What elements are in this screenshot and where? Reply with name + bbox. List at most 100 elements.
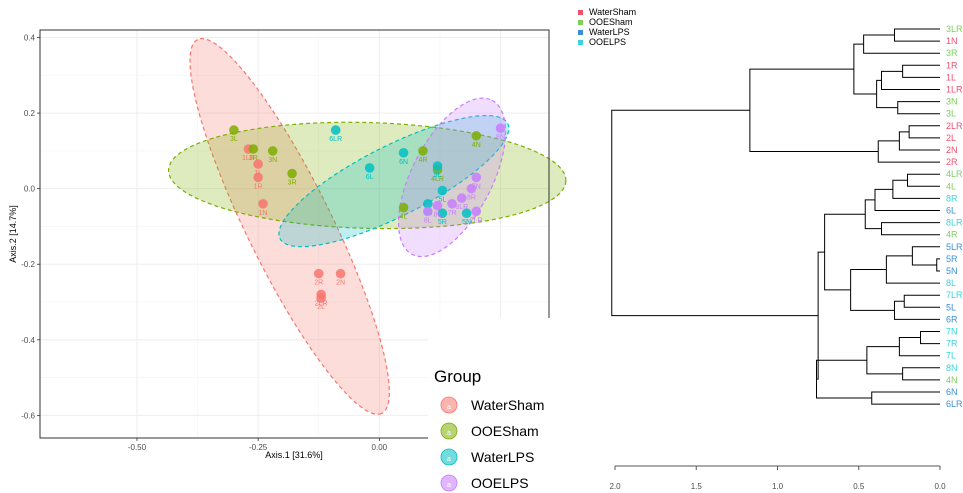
dendrogram-branch <box>892 179 940 199</box>
point-ooesham <box>418 146 428 156</box>
dendrogram-x-ticks: 2.0 1.5 1.0 0.5 0.0 <box>609 466 946 491</box>
leaf-label: 4L <box>946 181 956 191</box>
legend-key-glyph: a <box>447 482 451 489</box>
point-watersham <box>258 198 268 209</box>
point-ooelps <box>456 193 467 203</box>
point-label: 8LR <box>455 204 468 211</box>
leaf-label: 5LR <box>946 242 963 252</box>
y-axis-title: Axis.2 [14.7%] <box>8 205 18 263</box>
point-waterlps <box>423 198 433 209</box>
legend-key-glyph: a <box>447 430 451 437</box>
point-label: 3L <box>230 136 238 143</box>
dendrogram-legend-label: OOESham <box>589 17 633 27</box>
ordination-scatter-panel: 1LR1L1R1N2R2N2LR2L3L3R3N3R4R4N4LR4L6LR6N… <box>8 29 578 493</box>
dendrogram-branch <box>902 64 940 78</box>
point-ooesham <box>287 168 297 179</box>
dendrogram-branch <box>824 213 866 291</box>
point-waterlps <box>330 125 341 135</box>
leaf-label: 8R <box>946 193 958 203</box>
legend-key <box>440 422 458 440</box>
dendrogram-tick-label: 0.0 <box>934 482 946 491</box>
point-waterlps <box>432 161 443 171</box>
point-label: 3N <box>268 157 277 164</box>
leaf-label: 7L <box>946 351 956 361</box>
point-label: 6L <box>366 174 374 181</box>
dendrogram-branch <box>898 131 940 151</box>
leaf-label: 4LR <box>946 169 963 179</box>
point-waterlps <box>437 185 448 196</box>
legend-label-watersham: WaterSham <box>471 397 544 413</box>
dendrogram-branch <box>876 79 898 109</box>
legend-label-ooelps: OOELPS <box>471 475 529 491</box>
dendrogram-branch <box>863 34 940 54</box>
point-label: 8R <box>467 195 476 202</box>
y-tick-label: -0.4 <box>21 336 35 345</box>
dendrogram-branch <box>749 68 879 153</box>
leaf-label: 6N <box>946 387 958 397</box>
y-tick-label: -0.6 <box>21 411 35 420</box>
dendrogram-tick-label: 2.0 <box>609 482 621 491</box>
point-watersham <box>253 159 263 169</box>
leaf-label: 2R <box>946 157 958 167</box>
point-label: 2R <box>314 280 323 287</box>
dendrogram-branch <box>881 222 940 236</box>
dendrogram-legend-label: OOELPS <box>589 37 626 47</box>
leaf-label: 2L <box>946 133 956 143</box>
x-tick-label: -0.50 <box>128 443 147 452</box>
sample-points: 1LR1L1R1N2R2N2LR2L3L3R3N3R4R4N4LR4L6LR6N… <box>229 123 506 311</box>
plot-border <box>39 29 550 439</box>
dendrogram-legend-swatch <box>578 20 583 25</box>
point-label: 5L <box>438 197 446 204</box>
point-label: 8L <box>424 217 432 224</box>
leaf-label: 8L <box>946 278 956 288</box>
dendrogram-branch <box>911 246 940 266</box>
dendrogram-branch <box>907 173 940 187</box>
group-ellipses <box>167 37 567 415</box>
x-tick-label: 0.00 <box>372 443 388 452</box>
dendrogram-branch <box>611 109 819 317</box>
leaf-label: 2LR <box>946 121 963 131</box>
point-label: 1N <box>259 210 268 217</box>
dendrogram-branch <box>897 101 940 115</box>
leaf-label: 6R <box>946 314 958 324</box>
point-label: 3R <box>249 155 258 162</box>
leaf-label: 6L <box>946 206 956 216</box>
point-label: 2N <box>336 280 345 287</box>
leaf-label: 6LR <box>946 399 963 409</box>
point-ooesham <box>229 125 239 135</box>
leaf-label: 3N <box>946 97 958 107</box>
point-label: 4L <box>400 214 408 221</box>
point-ooesham <box>248 144 259 154</box>
leaf-label: 1R <box>946 60 958 70</box>
legend-key-glyph: a <box>447 404 451 411</box>
dendrogram-branch <box>874 188 940 211</box>
y-tick-label: 0.4 <box>24 34 36 43</box>
point-label: 1R <box>254 183 263 190</box>
dendrogram-legend-label: WaterLPS <box>589 27 630 37</box>
point-waterlps <box>364 163 375 173</box>
leaf-label: 8LR <box>946 218 963 228</box>
x-tick-label: -0.25 <box>249 443 268 452</box>
dendrogram-branches <box>611 28 940 405</box>
leaf-label: 7R <box>946 339 958 349</box>
dendrogram-branch <box>885 255 940 284</box>
dendrogram-branch <box>864 199 882 230</box>
point-waterlps <box>398 147 409 158</box>
leaf-label: 5N <box>946 266 958 276</box>
point-ooelps <box>471 206 482 217</box>
point-ooesham <box>398 202 409 213</box>
dendrogram-branch <box>816 359 872 399</box>
y-tick-label: -0.2 <box>21 260 35 269</box>
ellipse-ooesham <box>167 121 567 230</box>
dendrogram-branch <box>881 70 940 90</box>
legend-key <box>440 448 458 466</box>
dendrogram-branch <box>850 268 895 311</box>
dendrogram-branch <box>903 294 940 308</box>
point-ooesham <box>267 146 278 156</box>
point-label: 4LR <box>431 176 444 183</box>
legend-key <box>440 396 458 414</box>
point-label: 5R <box>438 219 447 226</box>
leaf-label: 3L <box>946 109 956 119</box>
point-label: 7N <box>472 183 481 190</box>
